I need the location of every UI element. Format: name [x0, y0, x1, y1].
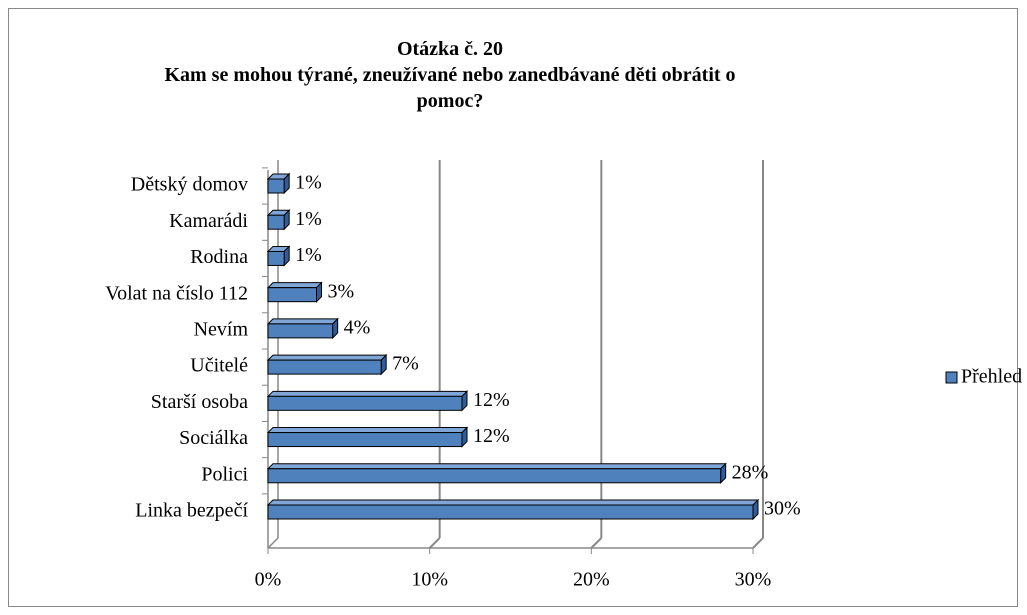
data-label: 12%: [473, 425, 510, 447]
bar: [267, 323, 334, 339]
y-tick-label: Učitelé: [190, 355, 248, 377]
bar: [267, 287, 317, 303]
bar: [267, 250, 285, 266]
x-tick-label: 10%: [411, 569, 448, 591]
x-tick-label: 20%: [573, 569, 610, 591]
y-tick-label: Starší osoba: [151, 391, 248, 413]
data-label: 7%: [392, 353, 419, 375]
data-label: 3%: [328, 280, 355, 302]
y-tick-label: Volat na číslo 112: [105, 282, 248, 304]
bar-top: [266, 499, 760, 506]
bar: [267, 359, 382, 375]
y-tick-label: Dětský domov: [131, 174, 248, 196]
bar-top: [266, 354, 388, 361]
y-tick-label: Nevím: [194, 318, 249, 340]
data-label: 1%: [295, 208, 322, 230]
grid-line: [428, 537, 441, 549]
x-tick-label: 0%: [255, 569, 282, 591]
bar: [267, 432, 463, 448]
data-label: 1%: [295, 172, 322, 194]
data-label: 1%: [295, 244, 322, 266]
data-label: 30%: [764, 498, 801, 520]
grid-line: [752, 537, 764, 549]
data-label: 28%: [732, 461, 769, 483]
bar-top: [266, 427, 469, 434]
bar-top: [266, 282, 323, 289]
bar-top: [266, 463, 727, 470]
bar: [267, 214, 285, 230]
bar-top: [266, 390, 469, 397]
chart-title: Otázka č. 20: [396, 38, 504, 60]
bar: [267, 504, 754, 520]
axis-floor: [267, 537, 279, 549]
legend-label: Přehled odpovědí: [961, 366, 1027, 388]
y-tick-label: Sociálka: [179, 427, 248, 449]
bar: [267, 395, 463, 411]
data-label: 12%: [473, 389, 510, 411]
chart-subtitle: Kam se mohou týrané, zneužívané nebo zan…: [164, 64, 736, 112]
chart-border: [8, 8, 1018, 607]
y-tick-label: Kamarádi: [169, 210, 248, 232]
bar: [267, 468, 722, 484]
legend-swatch: [945, 371, 958, 384]
grid-line: [590, 537, 603, 549]
y-tick-label: Linka bezpečí: [135, 500, 248, 522]
data-label: 4%: [344, 316, 371, 338]
x-tick-label: 30%: [735, 569, 772, 591]
bar: [267, 178, 285, 194]
y-tick-label: Polici: [201, 463, 248, 485]
bar-top: [266, 318, 339, 325]
y-tick-label: Rodina: [190, 246, 248, 268]
